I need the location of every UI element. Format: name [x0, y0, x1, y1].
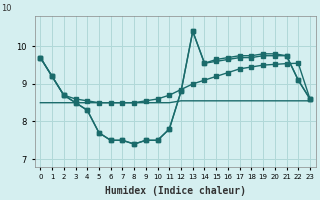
X-axis label: Humidex (Indice chaleur): Humidex (Indice chaleur)	[105, 186, 246, 196]
Text: 10: 10	[2, 4, 12, 13]
